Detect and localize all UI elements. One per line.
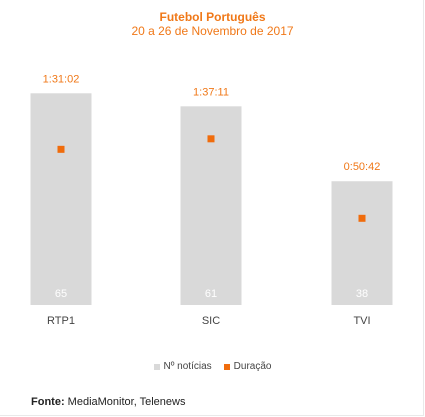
bar-tvi[interactable] — [331, 181, 393, 305]
source-text: MediaMonitor, Telenews — [64, 396, 186, 408]
chart-title: Futebol Português — [159, 10, 266, 24]
duration-label: 0:50:42 — [344, 161, 381, 173]
bar-rtp1[interactable] — [30, 93, 92, 306]
source-label: Fonte: — [31, 396, 65, 408]
legend-swatch-duracao — [223, 363, 230, 370]
x-tick-label: RTP1 — [47, 315, 75, 327]
legend-label-duracao: Duração — [233, 361, 272, 372]
x-tick-label: TVI — [353, 315, 370, 327]
duration-point[interactable] — [207, 135, 215, 143]
legend-item-noticias[interactable]: Nº notícias — [153, 361, 212, 372]
duration-point[interactable] — [57, 145, 65, 153]
chart-svg: 65 1:31:02 RTP1 61 1:37:11 SIC 38 0:50:42 TVI — [30, 73, 393, 327]
legend: Nº notícias Duração — [0, 361, 425, 372]
duration-point[interactable] — [358, 214, 366, 222]
x-tick-label: SIC — [202, 315, 220, 327]
legend-label-noticias: Nº notícias — [163, 361, 212, 372]
source-note: Fonte: MediaMonitor, Telenews — [31, 396, 185, 408]
bar-value-label: 38 — [356, 288, 368, 300]
legend-swatch-noticias — [153, 363, 160, 370]
chart-subtitle: 20 a 26 de Novembro de 2017 — [131, 24, 294, 38]
legend-item-duracao[interactable]: Duração — [223, 361, 272, 372]
bar-value-label: 61 — [205, 288, 217, 300]
duration-label: 1:37:11 — [193, 86, 229, 98]
duration-label: 1:31:02 — [43, 73, 80, 85]
bar-value-label: 65 — [55, 288, 67, 300]
